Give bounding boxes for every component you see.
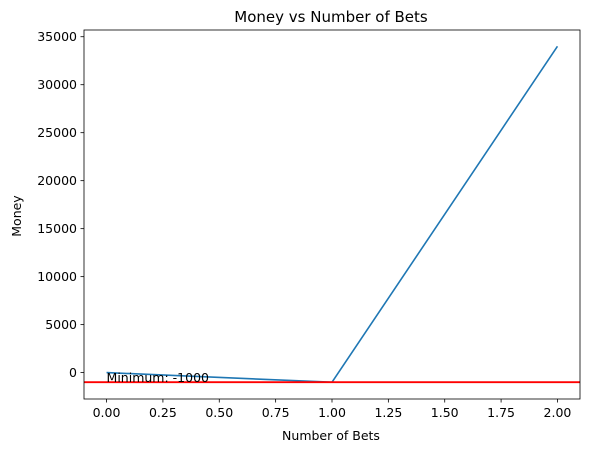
chart-title: Money vs Number of Bets [234,8,428,26]
axes-frame [83,29,581,400]
series-line-0 [106,45,559,384]
x-axis-label: Number of Bets [282,428,380,443]
y-tick-label: 35000 [37,29,77,44]
x-tick-label: 2.00 [544,405,572,420]
minimum-annotation: Minimum: -1000 [107,370,209,385]
y-tick-label: 15000 [37,221,77,236]
y-tick-label: 5000 [45,317,77,332]
y-tick-label: 25000 [37,125,77,140]
x-tick-label: 0.25 [149,405,177,420]
x-tick-label: 1.25 [374,405,402,420]
y-tick-label: 10000 [37,269,77,284]
y-axis-ticks: 0 5000 10000 15000 20000 25000 30000 35000 [37,29,84,380]
x-tick-label: 1.75 [487,405,515,420]
y-tick-label: 30000 [37,77,77,92]
x-tick-label: 1.00 [318,405,346,420]
y-tick-label: 0 [69,365,77,380]
x-tick-label: 1.50 [431,405,459,420]
x-axis-ticks: 0.00 0.25 0.50 0.75 1.00 1.25 1.50 1.75 2.00 [93,399,572,420]
y-axis-label: Money [9,195,24,237]
y-tick-label: 20000 [37,173,77,188]
x-tick-label: 0.00 [93,405,121,420]
plot-area: Minimum: -1000 [83,29,581,400]
x-tick-label: 0.75 [262,405,290,420]
x-tick-label: 0.50 [205,405,233,420]
